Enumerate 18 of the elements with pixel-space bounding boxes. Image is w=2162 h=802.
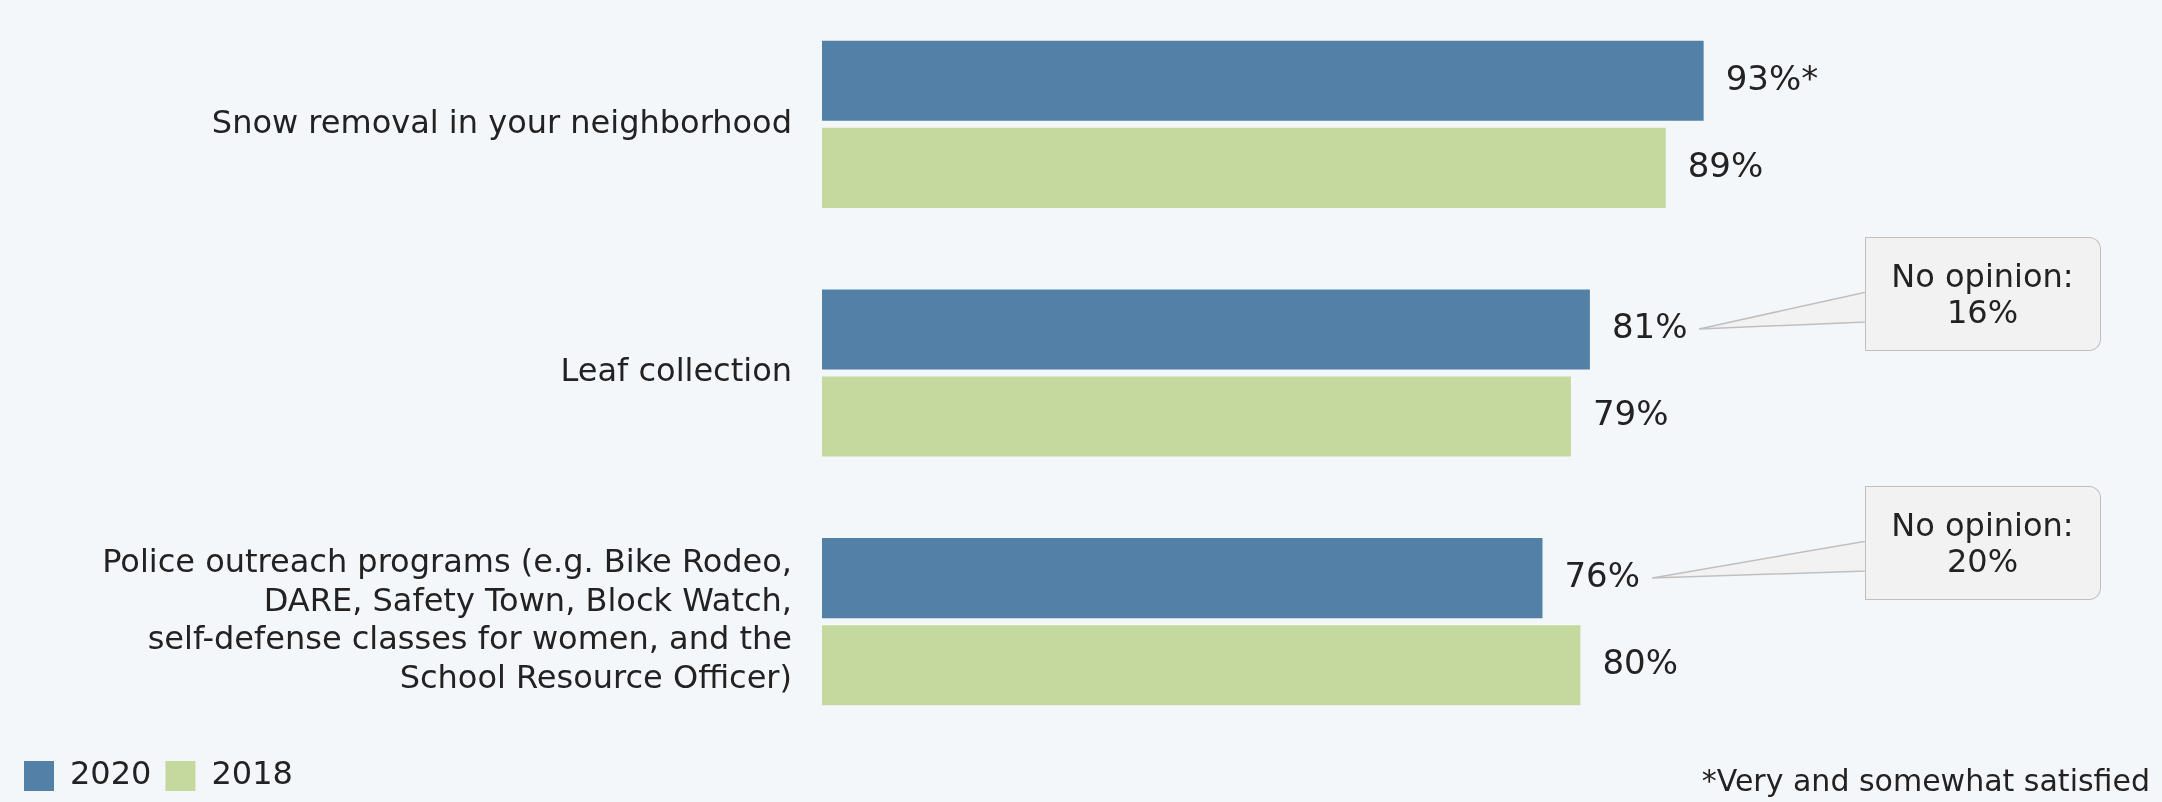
- bar: [822, 40, 1704, 121]
- y-tick-label: Police outreach programs (e.g. Bike Rodeo, DARE, Safety Town, Block Watch, self-defense classes for women, and the School Resource Officer): [102, 542, 792, 696]
- bar: [822, 376, 1571, 457]
- bar: [822, 625, 1581, 706]
- data-label: 76%: [1564, 554, 1641, 595]
- data-label: 89%: [1687, 144, 1764, 185]
- legend-label: 2018: [211, 754, 293, 793]
- y-tick-label: Leaf collection: [560, 351, 792, 390]
- data-label: 81%: [1611, 306, 1688, 347]
- bar: [822, 289, 1590, 370]
- bar: [822, 538, 1543, 619]
- text: *Very and somewhat satisfied: [1701, 763, 2150, 798]
- data-label: 80%: [1602, 642, 1678, 683]
- bar: [822, 127, 1666, 208]
- y-tick-label: Snow removal in your neighborhood: [211, 102, 792, 141]
- legend-label: 2020: [70, 754, 152, 793]
- data-label: 93%*: [1725, 57, 1819, 98]
- data-label: 79%: [1592, 393, 1669, 434]
